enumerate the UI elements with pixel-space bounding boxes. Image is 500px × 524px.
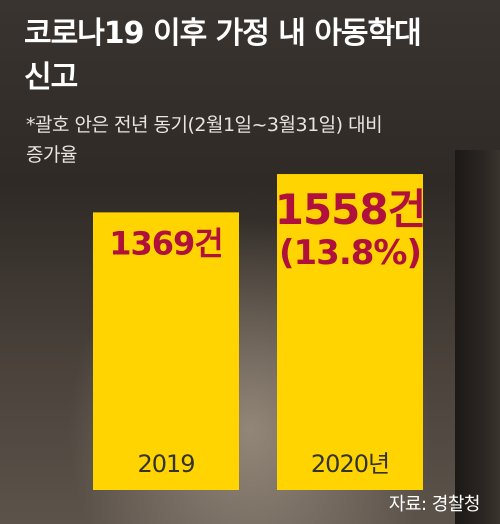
category-label-2019: 2019 bbox=[137, 450, 194, 478]
title-line-2: 신고 bbox=[24, 60, 78, 95]
background-door bbox=[455, 150, 500, 524]
title-line-1: 코로나19 이후 가정 내 아동학대 bbox=[24, 16, 422, 51]
category-label-2020년: 2020년 bbox=[311, 450, 389, 478]
note-line-2: 증가율 bbox=[26, 144, 77, 166]
chart-note: *괄호 안은 전년 동기(2월1일~3월31일) 대비 증가율 bbox=[26, 110, 486, 170]
bar-2019 bbox=[93, 212, 239, 490]
note-line-1: *괄호 안은 전년 동기(2월1일~3월31일) 대비 bbox=[26, 114, 383, 136]
source-credit: 자료: 경찰청 bbox=[388, 494, 481, 515]
growth-label-2020년: (13.8%) bbox=[279, 233, 421, 273]
chart-title: 코로나19 이후 가정 내 아동학대 신고 bbox=[24, 12, 484, 100]
bar-2020년 bbox=[277, 174, 423, 490]
value-label-2020년: 1558건 bbox=[275, 185, 426, 234]
value-label-2019: 1369건 bbox=[109, 224, 223, 262]
